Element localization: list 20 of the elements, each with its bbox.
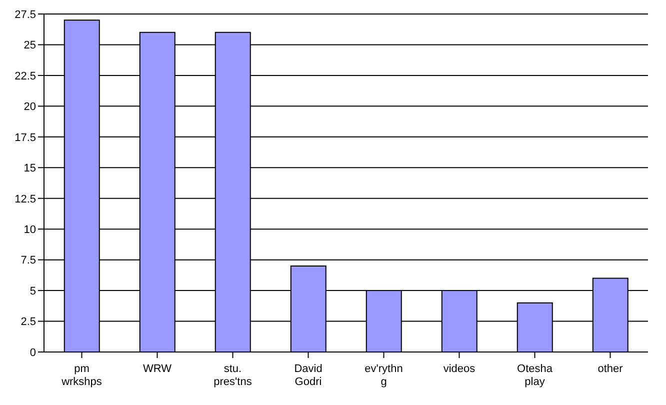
x-tick-label: ev'rythng: [364, 363, 403, 388]
x-tick-label: other: [598, 363, 624, 375]
y-tick-label: 25: [24, 40, 36, 52]
y-tick-label: 15: [24, 162, 36, 175]
y-tick-label: 0: [30, 346, 36, 359]
y-tick-label: 17.5: [14, 132, 36, 144]
y-tick-label: 20: [24, 101, 36, 114]
y-tick-label: 7.5: [20, 254, 36, 267]
y-tick-label: 12.5: [14, 193, 36, 206]
x-tick-label: stu. pres'tns: [214, 363, 252, 388]
x-tick-label: Otesha play: [517, 363, 554, 388]
x-tick-label: videos: [443, 363, 476, 375]
y-tick-label: 2.5: [20, 316, 36, 328]
y-tick-label: 27.5: [14, 8, 36, 21]
y-tick-label: 22.5: [14, 70, 36, 82]
y-tick-label: 5: [30, 285, 36, 298]
x-tick-label: pm wrkshps: [60, 363, 102, 388]
x-tick-label: WRW: [142, 363, 172, 375]
x-tick-label: David Godri: [294, 363, 322, 388]
y-tick-label: 10: [24, 224, 36, 236]
